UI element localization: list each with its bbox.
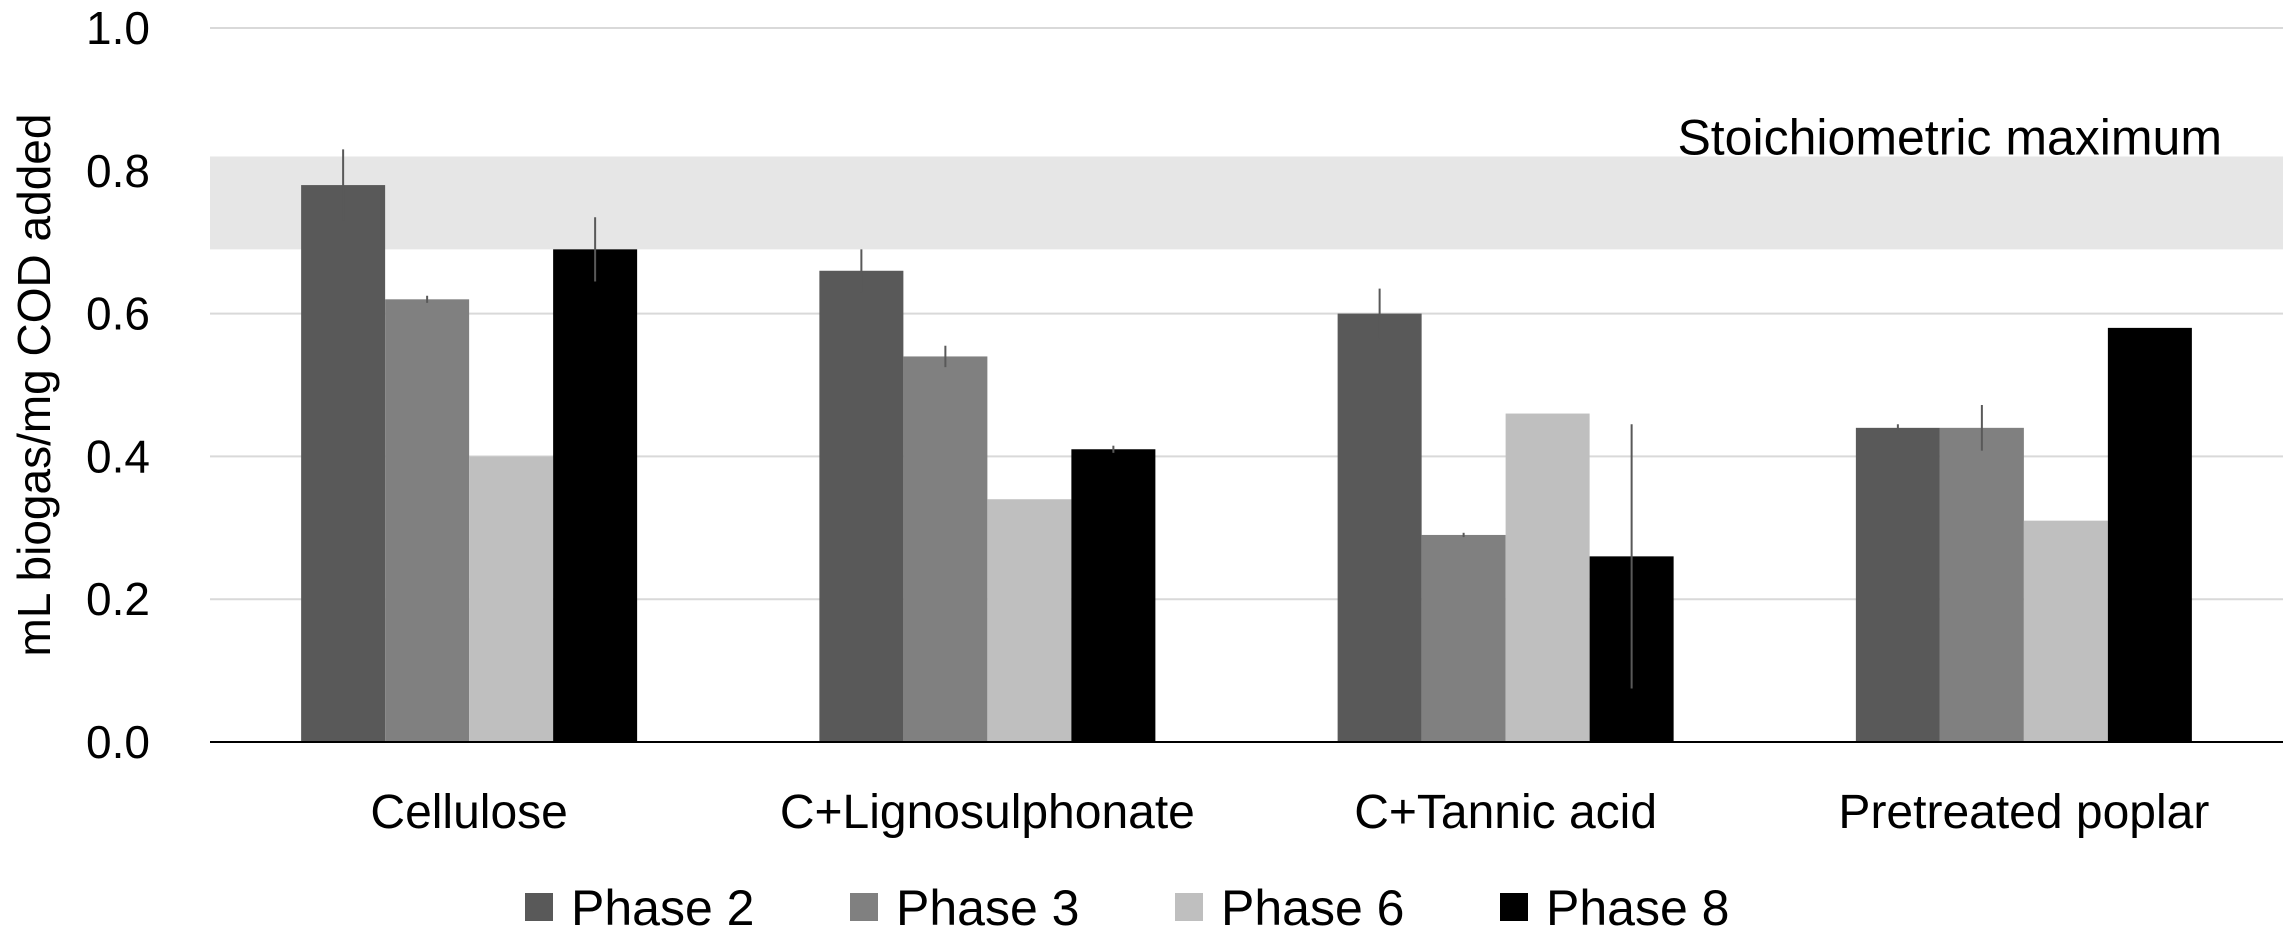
y-tick-label: 0.0 [86,716,150,768]
stoichiometric-band-rect [210,156,2283,250]
category-labels: Cellulose C+Lignosulphonate C+Tannic acid P… [370,786,2209,839]
category-label: C+Tannic acid [1354,786,1657,839]
stoichiometric-band [210,156,2283,250]
category-label: Cellulose [370,786,567,839]
category-label: C+Lignosulphonate [780,786,1195,839]
y-tick-labels: 0.0 0.2 0.4 0.6 0.8 1.0 [86,2,150,768]
bar-phase-3 [385,299,470,742]
legend-label: Phase 2 [571,880,754,936]
bar-phase-2 [301,185,386,742]
legend-swatch-phase-6 [1175,893,1203,921]
y-tick-label: 0.6 [86,288,150,340]
bar-phase-6 [987,499,1072,742]
y-tick-label: 0.8 [86,145,150,197]
y-tick-label: 0.4 [86,430,150,482]
legend-label: Phase 6 [1221,880,1404,936]
bar-phase-8 [2107,327,2192,742]
y-tick-label: 1.0 [86,2,150,54]
legend: Phase 2 Phase 3 Phase 6 Phase 8 [525,880,1729,936]
legend-swatch-phase-3 [850,893,878,921]
legend-label: Phase 3 [896,880,1079,936]
bar-phase-6 [469,456,554,742]
bar-phase-8 [1071,449,1156,742]
bar-phase-2 [1855,427,1940,742]
bar-phase-8 [553,249,638,742]
error-bars [342,149,1983,689]
bar-phase-6 [2023,520,2108,742]
bar-phase-3 [1939,427,2024,742]
y-tick-label: 0.2 [86,573,150,625]
bar-phase-6 [1505,413,1590,742]
bar-phase-3 [1421,534,1506,742]
legend-label: Phase 8 [1546,880,1729,936]
bars [301,185,2192,742]
legend-swatch-phase-2 [525,893,553,921]
category-label: Pretreated poplar [1838,786,2209,839]
bar-phase-2 [1337,313,1422,742]
bar-phase-3 [903,356,988,742]
y-axis-title: mL biogas/mg COD added [8,114,60,657]
bar-phase-2 [819,270,904,742]
stoichiometric-label: Stoichiometric maximum [1677,110,2222,166]
legend-swatch-phase-8 [1500,893,1528,921]
